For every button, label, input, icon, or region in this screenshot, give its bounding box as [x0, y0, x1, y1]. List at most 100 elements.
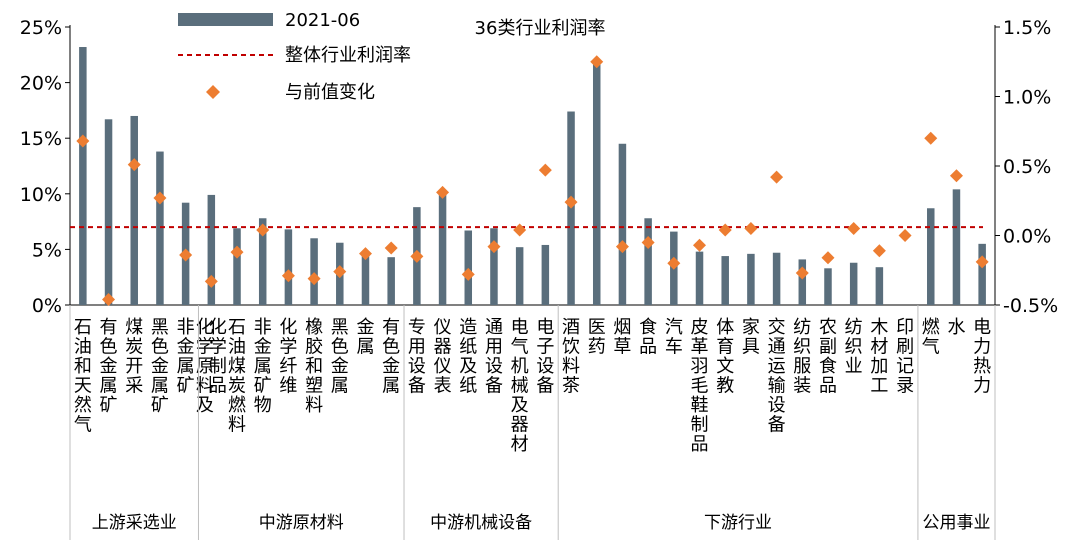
change-marker-21 [590, 55, 604, 69]
change-marker-12 [358, 247, 372, 261]
y-left-tick-label: 5% [32, 239, 62, 261]
change-marker-33 [898, 229, 912, 242]
category-label: 农副食品 [819, 317, 837, 397]
y-left-tick-label: 0% [32, 295, 62, 317]
change-marker-11 [333, 265, 347, 279]
y-right-tick-label: 1.5% [1003, 17, 1051, 39]
change-marker-32 [872, 244, 886, 258]
bar-13 [387, 257, 395, 305]
category-label: 纺织业 [845, 317, 863, 377]
group-label: 公用事业 [922, 513, 990, 533]
change-marker-7 [230, 245, 244, 259]
category-label: 石油和天然气 [74, 317, 92, 436]
bar-26 [721, 256, 729, 305]
change-marker-28 [770, 170, 784, 184]
legend-bar-swatch [178, 13, 273, 26]
legend-marker-swatch [206, 85, 220, 99]
bar-28 [772, 252, 781, 305]
bar-4 [156, 151, 164, 305]
change-marker-26 [718, 223, 732, 237]
bar-27 [747, 253, 755, 305]
change-marker-23 [641, 235, 655, 249]
change-marker-36 [975, 255, 989, 269]
bar-10 [310, 238, 318, 305]
change-marker-16 [461, 267, 475, 281]
legend-label-bar: 2021-06 [285, 10, 360, 31]
category-label: 电力热力 [973, 317, 991, 397]
change-marker-13 [384, 241, 398, 255]
change-marker-35 [949, 169, 963, 183]
y-right-tick-label: -0.5% [1003, 295, 1058, 317]
category-label: 橡胶和塑料 [305, 317, 323, 416]
category-label: 酒饮料茶 [562, 317, 580, 397]
category-label: 电气机械及器材 [511, 317, 529, 455]
category-label: 烟草 [613, 317, 631, 358]
change-marker-31 [847, 222, 861, 236]
category-label: 木材加工 [870, 317, 888, 397]
category-label: 有色金属 [382, 317, 400, 397]
change-marker-4 [153, 191, 167, 205]
change-marker-22 [615, 240, 629, 254]
bar-34 [927, 208, 935, 305]
category-label: 医药 [588, 317, 606, 358]
category-label: 石油煤炭燃料 [228, 317, 246, 436]
group-label: 上游采选业 [92, 513, 177, 533]
category-label: 印刷记录 [896, 317, 914, 397]
change-marker-34 [924, 131, 938, 145]
bar-3 [130, 115, 138, 306]
category-label: 非金属矿 [177, 317, 195, 397]
category-label: 水 [947, 317, 965, 338]
category-label: 有色金属矿 [100, 317, 118, 416]
bar-19 [541, 244, 550, 305]
bar-9 [284, 229, 293, 305]
y-right-tick-label: 0.0% [1003, 226, 1051, 248]
bar-8 [258, 218, 267, 305]
legend-label-marker: 与前值变化 [285, 82, 375, 103]
change-marker-18 [513, 223, 527, 237]
category-label: 化学原料及化学制品 [196, 317, 227, 416]
change-marker-17 [487, 240, 501, 254]
group-label: 中游机械设备 [430, 513, 532, 533]
bar-1 [79, 47, 87, 306]
category-label: 通用设备 [485, 317, 503, 397]
category-label: 燃气 [922, 317, 940, 358]
legend-label-line: 整体行业利润率 [285, 45, 411, 66]
y-left-tick-label: 15% [20, 128, 62, 150]
bar-12 [361, 252, 370, 305]
change-marker-9 [281, 269, 295, 283]
category-label: 化学纤维 [279, 317, 297, 397]
category-label: 汽车 [665, 317, 683, 358]
category-label: 纺织服装 [793, 317, 811, 397]
bar-2 [104, 119, 113, 306]
change-marker-2 [102, 292, 116, 306]
change-marker-20 [564, 195, 578, 209]
group-label: 下游行业 [704, 513, 772, 533]
bar-22 [618, 143, 627, 305]
group-label: 中游原材料 [259, 513, 344, 533]
category-label: 黑色金属矿 [151, 317, 169, 416]
chart-title: 36类行业利润率 [475, 18, 606, 39]
bar-17 [490, 228, 498, 305]
bar-35 [952, 189, 961, 305]
bar-31 [849, 262, 858, 305]
change-marker-24 [667, 256, 681, 270]
bar-36 [978, 243, 986, 305]
category-label: 交通运输设备 [768, 317, 786, 436]
bar-6 [207, 194, 216, 305]
change-marker-8 [256, 223, 270, 237]
category-label: 体育文教 [716, 317, 734, 397]
change-marker-27 [744, 222, 758, 236]
bar-16 [464, 230, 473, 305]
bar-23 [644, 218, 652, 305]
bar-7 [233, 228, 241, 305]
category-label: 专用设备 [408, 317, 426, 397]
change-marker-3 [127, 158, 141, 172]
change-marker-5 [179, 248, 193, 262]
change-marker-10 [307, 272, 321, 286]
y-left-tick-label: 10% [20, 184, 62, 206]
change-marker-25 [693, 238, 707, 252]
change-marker-19 [538, 163, 552, 177]
category-label: 电子设备 [536, 317, 554, 397]
bar-15 [438, 193, 447, 305]
